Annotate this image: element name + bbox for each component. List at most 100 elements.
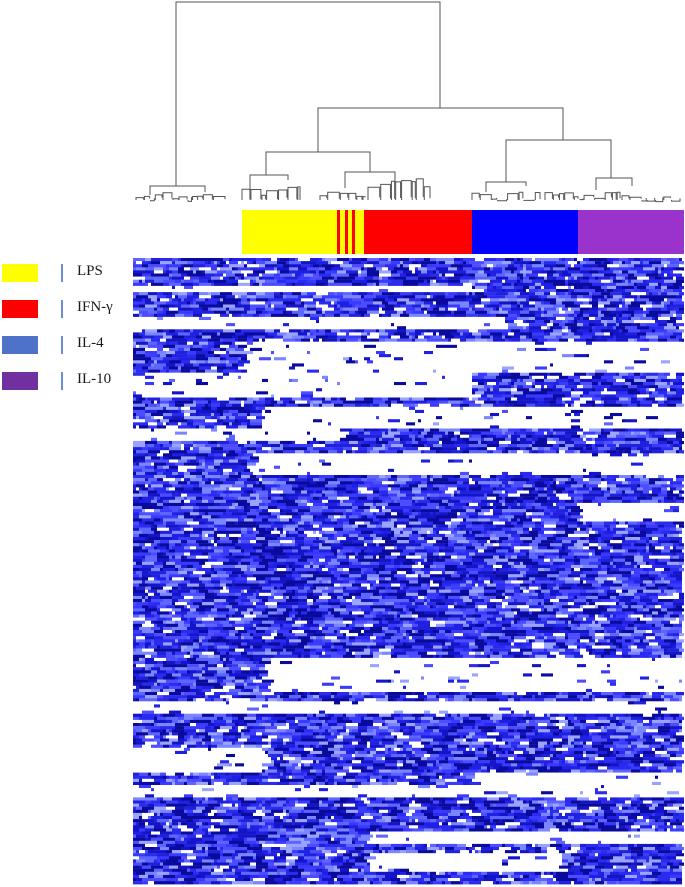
heatmap-cell (559, 456, 571, 460)
heatmap-cell (397, 434, 409, 438)
heatmap-cell (181, 366, 190, 370)
heatmap-cell (478, 347, 487, 352)
heatmap-cell (193, 326, 205, 330)
heatmap-cell (145, 419, 154, 423)
heatmap-cell (406, 285, 415, 290)
heatmap-cell (466, 397, 469, 401)
heatmap-cell (649, 456, 652, 460)
heatmap-cell (145, 391, 154, 395)
heatmap-cell (304, 304, 307, 308)
heatmap-cell (133, 425, 136, 429)
heatmap-cell (454, 416, 463, 420)
heatmap-cell (211, 366, 217, 370)
heatmap-cell (673, 447, 679, 451)
heatmap-cell (454, 375, 457, 380)
heatmap-cell (400, 413, 406, 417)
heatmap-cell (244, 258, 256, 262)
heatmap-cell (574, 378, 580, 383)
heatmap-cell (547, 391, 559, 395)
heatmap-cell (265, 434, 271, 438)
heatmap-cell (400, 440, 406, 445)
heatmap-cell (583, 385, 592, 389)
heatmap-cell (343, 282, 352, 287)
heatmap-cell (640, 403, 652, 407)
heatmap-cell (355, 456, 361, 460)
heatmap-cell (229, 434, 235, 438)
heatmap-cell (229, 354, 241, 358)
heatmap-cell (574, 388, 580, 392)
heatmap-cell (622, 363, 628, 367)
heatmap-cell (415, 338, 418, 342)
heatmap-cell (487, 440, 499, 445)
heatmap-cell (646, 351, 655, 355)
heatmap-cell (586, 261, 595, 265)
heatmap-cell (352, 400, 361, 404)
heatmap-cell (382, 434, 394, 438)
heatmap-cell (634, 456, 643, 460)
heatmap-cell (133, 282, 145, 287)
heatmap-cell (628, 388, 637, 392)
heatmap-cell (487, 316, 493, 321)
heatmap-cell (283, 301, 295, 305)
heatmap-cell (439, 273, 442, 277)
heatmap-cell (271, 434, 280, 438)
heatmap-cell (415, 301, 424, 305)
heatmap-cell (286, 341, 289, 345)
heatmap-cell (484, 267, 487, 271)
heatmap-cell (361, 388, 364, 392)
heatmap-cell (364, 440, 376, 445)
heatmap-cell (370, 444, 376, 448)
heatmap-cell (487, 456, 496, 460)
heatmap-cell (325, 444, 337, 448)
heatmap-cell (181, 320, 193, 324)
heatmap-cell (520, 434, 526, 438)
heatmap-cell (592, 335, 598, 339)
heatmap-cell (442, 292, 445, 296)
heatmap-cell (628, 406, 640, 411)
heatmap-cell (295, 400, 307, 404)
heatmap-cell (625, 419, 637, 423)
dendrogram-link (261, 194, 267, 200)
heatmap-cell (373, 413, 379, 417)
heatmap-cell (262, 378, 268, 383)
heatmap-cell (460, 360, 472, 364)
heatmap-cell (223, 329, 235, 333)
heatmap-cell (499, 301, 511, 305)
heatmap-cell (415, 413, 427, 417)
heatmap-cell (415, 400, 421, 404)
heatmap-cell (421, 261, 427, 265)
heatmap-cell (184, 363, 193, 367)
heatmap-cell (211, 292, 220, 296)
heatmap-cell (526, 264, 532, 268)
heatmap-cell (277, 382, 286, 386)
heatmap-cell (589, 354, 601, 358)
heatmap-cell (553, 366, 559, 370)
heatmap-cell (508, 459, 520, 463)
heatmap-cell (625, 347, 628, 352)
heatmap-cell (493, 437, 505, 442)
heatmap-cell (523, 320, 526, 324)
heatmap-cell (577, 261, 580, 265)
heatmap-cell (337, 295, 343, 299)
heatmap-cell (667, 282, 673, 287)
heatmap-cell (433, 391, 442, 395)
heatmap-cell (625, 378, 634, 383)
heatmap-cell (373, 369, 379, 373)
heatmap-cell (133, 369, 136, 373)
heatmap-cell (157, 316, 163, 321)
heatmap-cell (352, 391, 355, 395)
heatmap-cell (475, 292, 484, 296)
heatmap-cell (670, 332, 673, 336)
heatmap-cell (268, 310, 271, 314)
heatmap-cell (535, 285, 541, 290)
heatmap-cell (607, 444, 616, 448)
heatmap-cell (622, 406, 628, 411)
heatmap-cell (532, 409, 541, 414)
heatmap-cell (163, 344, 175, 349)
heatmap-cell (274, 397, 280, 401)
heatmap-cell (496, 313, 508, 318)
heatmap-cell (634, 273, 646, 277)
heatmap-cell (133, 459, 136, 463)
heatmap-cell (268, 372, 280, 376)
heatmap-cell (661, 267, 664, 271)
